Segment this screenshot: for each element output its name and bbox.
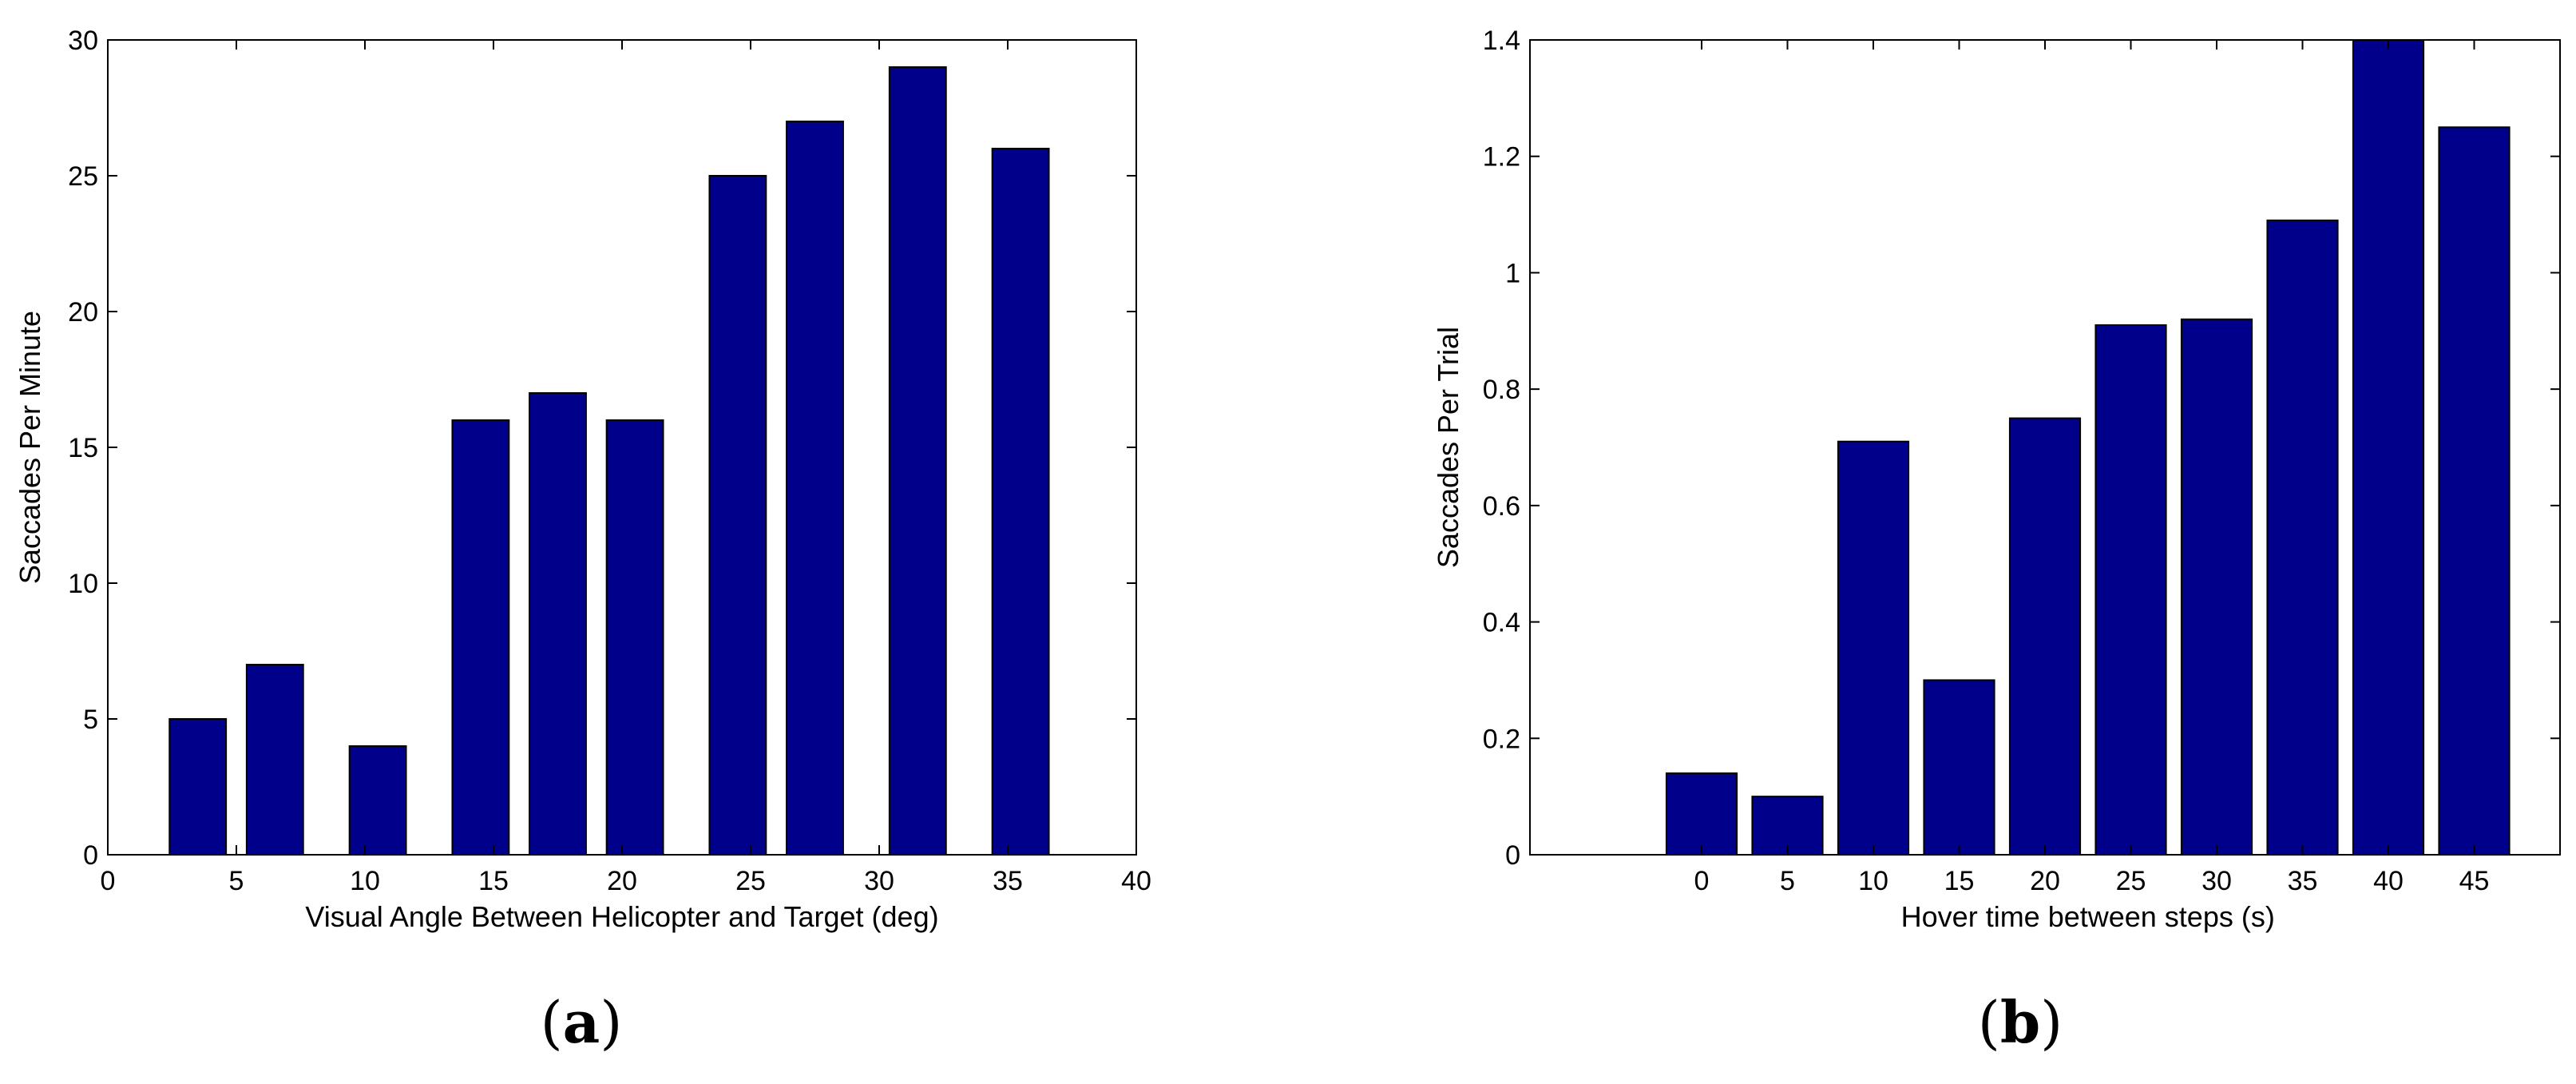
panel-b-y-tick-label: 0.4 bbox=[1483, 608, 1520, 638]
panel-b-bar bbox=[2438, 126, 2511, 856]
panel-a-y-tick-label: 15 bbox=[68, 433, 98, 463]
panel-b-x-tick-label: 30 bbox=[2201, 866, 2232, 896]
panel-a-bar bbox=[708, 175, 767, 856]
panel-b-ticks: 0 5 10 15 20 25 30 35 40 45 0 0.2 0.4 0.6 0.8 1 1.2 1.4 bbox=[1483, 26, 2560, 896]
panel-b-x-tick-label: 40 bbox=[2373, 866, 2404, 896]
panel-b-x-axis-label: Hover time between steps (s) bbox=[1901, 900, 2275, 933]
panel-a-y-tick-label: 25 bbox=[68, 161, 98, 192]
panel-b-y-tick-label: 1.4 bbox=[1483, 26, 1520, 56]
panel-a-bar bbox=[348, 745, 407, 856]
panel-a-x-tick-label: 10 bbox=[350, 866, 380, 896]
panel-b-bar bbox=[1923, 679, 1995, 856]
panel-a-bar bbox=[168, 718, 228, 856]
panel-b-x-tick-label: 25 bbox=[2116, 866, 2146, 896]
panel-a-y-tick-label: 0 bbox=[83, 840, 98, 871]
panel-b-bar bbox=[2180, 318, 2253, 856]
panel-b-bar bbox=[2266, 219, 2339, 856]
panel-b-y-tick-label: 0.6 bbox=[1483, 491, 1520, 522]
panel-b-y-tick-label: 0 bbox=[1505, 840, 1520, 871]
panel-b-bar bbox=[1665, 772, 1738, 856]
panel-a-x-tick-label: 40 bbox=[1121, 866, 1151, 896]
panel-a-x-tick-label: 5 bbox=[229, 866, 244, 896]
panel-a-chart: 0 5 10 15 20 25 30 35 40 0 5 10 15 20 25 30 Visual Angl… bbox=[14, 26, 1151, 933]
panel-a-bar bbox=[605, 419, 664, 856]
panel-a-y-tick-label: 10 bbox=[68, 569, 98, 599]
panel-a-caption-label: (a) bbox=[541, 988, 623, 1056]
panel-b-y-tick-label: 0.2 bbox=[1483, 724, 1520, 754]
panel-b-bar bbox=[2352, 39, 2425, 856]
panel-b-x-tick-label: 35 bbox=[2288, 866, 2318, 896]
panel-a-y-tick-label: 5 bbox=[83, 705, 98, 735]
panel-b-x-tick-label: 15 bbox=[1944, 866, 1975, 896]
panel-a-x-tick-label: 25 bbox=[735, 866, 766, 896]
panel-b-bars bbox=[1665, 39, 2511, 856]
panel-b-x-tick-label: 10 bbox=[1858, 866, 1888, 896]
panel-b-bar bbox=[1751, 796, 1824, 856]
panel-a-x-tick-label: 20 bbox=[607, 866, 637, 896]
panel-b-caption-label: (b) bbox=[1978, 988, 2063, 1056]
panel-a-x-axis-label: Visual Angle Between Helicopter and Targ… bbox=[305, 900, 938, 933]
panel-b-bar bbox=[2008, 417, 2082, 856]
panel-b-y-axis-label: Saccades Per Trial bbox=[1432, 327, 1464, 568]
panel-a-ticks: 0 5 10 15 20 25 30 35 40 0 5 10 15 20 25 30 bbox=[68, 26, 1151, 896]
panel-a-bar bbox=[786, 121, 844, 856]
panel-a-bar bbox=[245, 664, 304, 856]
panel-b-bar bbox=[1837, 440, 1910, 856]
panel-a-bar bbox=[451, 419, 510, 856]
panel-b-y-tick-label: 1 bbox=[1505, 258, 1520, 288]
panel-a-y-tick-label: 30 bbox=[68, 26, 98, 56]
panel-a-bars bbox=[168, 66, 1050, 856]
panel-b-y-tick-label: 1.2 bbox=[1483, 142, 1520, 173]
panel-b-x-tick-label: 5 bbox=[1780, 866, 1795, 896]
panel-a-x-tick-label: 35 bbox=[993, 866, 1023, 896]
panel-a-x-tick-label: 0 bbox=[101, 866, 116, 896]
panel-b-y-tick-label: 0.8 bbox=[1483, 375, 1520, 405]
panel-a-x-tick-label: 30 bbox=[864, 866, 894, 896]
panel-a-x-tick-label: 15 bbox=[478, 866, 509, 896]
panel-b-chart: 0 5 10 15 20 25 30 35 40 45 0 0.2 0.4 0.6 0.8 1 1.2 1.4 H… bbox=[1432, 26, 2561, 933]
panel-a-y-axis-label: Saccades Per Minute bbox=[14, 311, 46, 584]
panel-a-bar bbox=[888, 66, 947, 856]
panel-b-x-tick-label: 0 bbox=[1694, 866, 1710, 896]
panel-b-x-tick-label: 45 bbox=[2459, 866, 2490, 896]
panel-a-bar bbox=[529, 392, 587, 856]
panel-b-x-tick-label: 20 bbox=[2030, 866, 2060, 896]
panel-a-y-tick-label: 20 bbox=[68, 297, 98, 328]
panel-a-bar bbox=[991, 148, 1050, 856]
panel-b-bar bbox=[2094, 324, 2167, 856]
